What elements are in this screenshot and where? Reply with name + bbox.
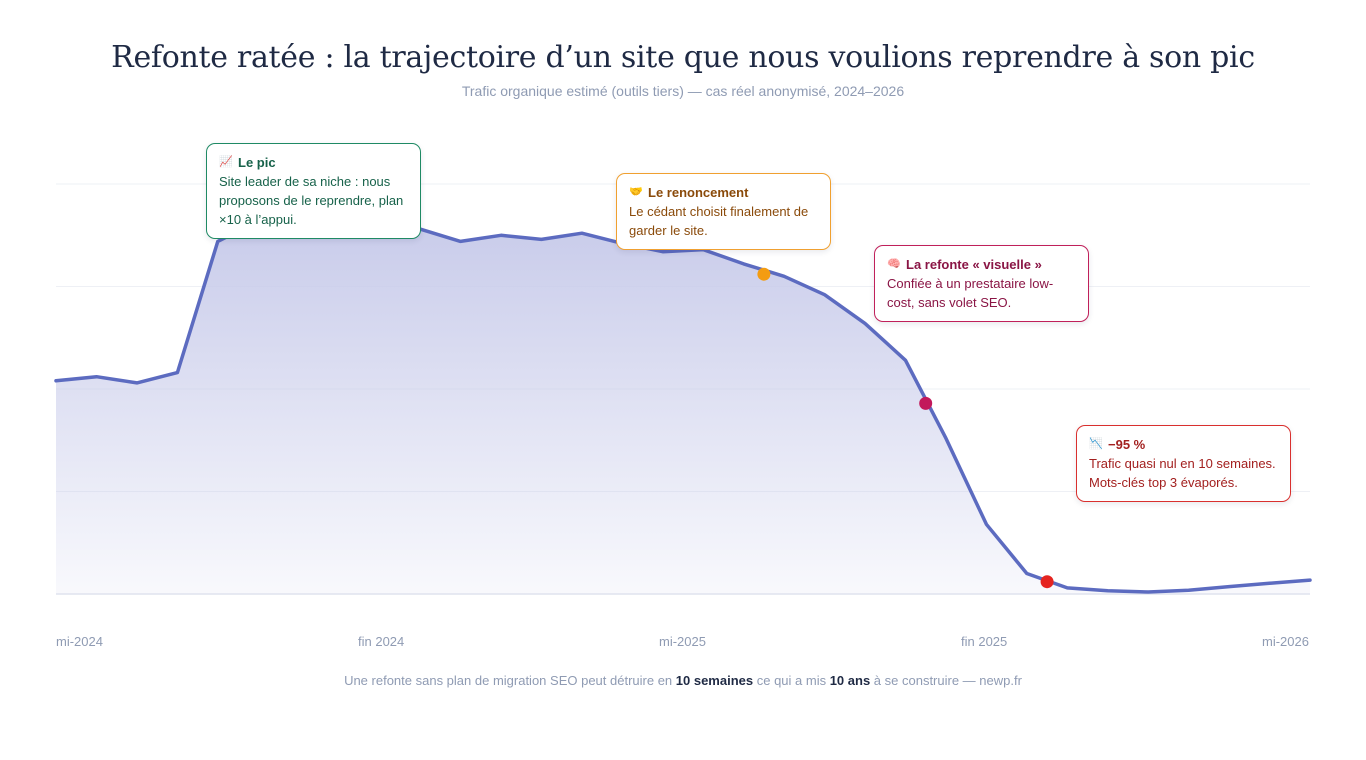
highlight-points [757,267,1054,589]
callout-renouncement: 🤝 Le renoncement Le cédant choisit final… [616,173,831,250]
callout-redesign: 🧠 La refonte « visuelle » Confiée à un p… [874,245,1089,322]
callout-peak-text: Site leader de sa niche : nous proposons… [219,174,404,227]
callout-peak-title: Le pic [238,155,276,170]
footer-emphasis: 10 ans [829,673,871,688]
footer-note: Une refonte sans plan de migration SEO p… [0,673,1366,688]
footer-text: à se construire — newp.fr [870,673,1022,688]
highlight-point [919,396,933,410]
callout-renouncement-text: Le cédant choisit finalement de garder l… [629,204,809,238]
x-tick-label: mi-2025 [659,634,706,649]
callout-peak: 📈 Le pic Site leader de sa niche : nous … [206,143,421,239]
callout-drop-title: −95 % [1108,437,1146,452]
callout-drop-text: Trafic quasi nul en 10 semaines. Mots-cl… [1089,456,1276,490]
chart-down-icon: 📉 [1089,438,1103,450]
footer-text: ce qui a mis [753,673,830,688]
footer-emphasis: 10 semaines [675,673,754,688]
area-fill [56,218,1310,595]
callout-redesign-title: La refonte « visuelle » [906,257,1042,272]
x-tick-label: fin 2025 [961,634,1008,649]
x-tick-label: mi-2026 [1262,634,1309,649]
x-tick-label: fin 2024 [358,634,405,649]
callout-drop: 📉 −95 % Trafic quasi nul en 10 semaines.… [1076,425,1291,502]
chart-subtitle: Trafic organique estimé (outils tiers) —… [461,83,905,99]
highlight-point [1040,575,1054,589]
handshake-icon: 🤝 [629,186,643,198]
callout-renouncement-title: Le renoncement [648,185,749,200]
chart-title: Refonte ratée : la trajectoire d’un site… [111,40,1255,75]
footer-text: Une refonte sans plan de migration SEO p… [344,673,676,688]
highlight-point [757,267,771,281]
x-tick-label: mi-2024 [56,634,103,649]
brain-icon: 🧠 [887,258,901,270]
chart-up-icon: 📈 [219,156,233,168]
callout-redesign-text: Confiée à un prestataire low-cost, sans … [887,276,1054,310]
